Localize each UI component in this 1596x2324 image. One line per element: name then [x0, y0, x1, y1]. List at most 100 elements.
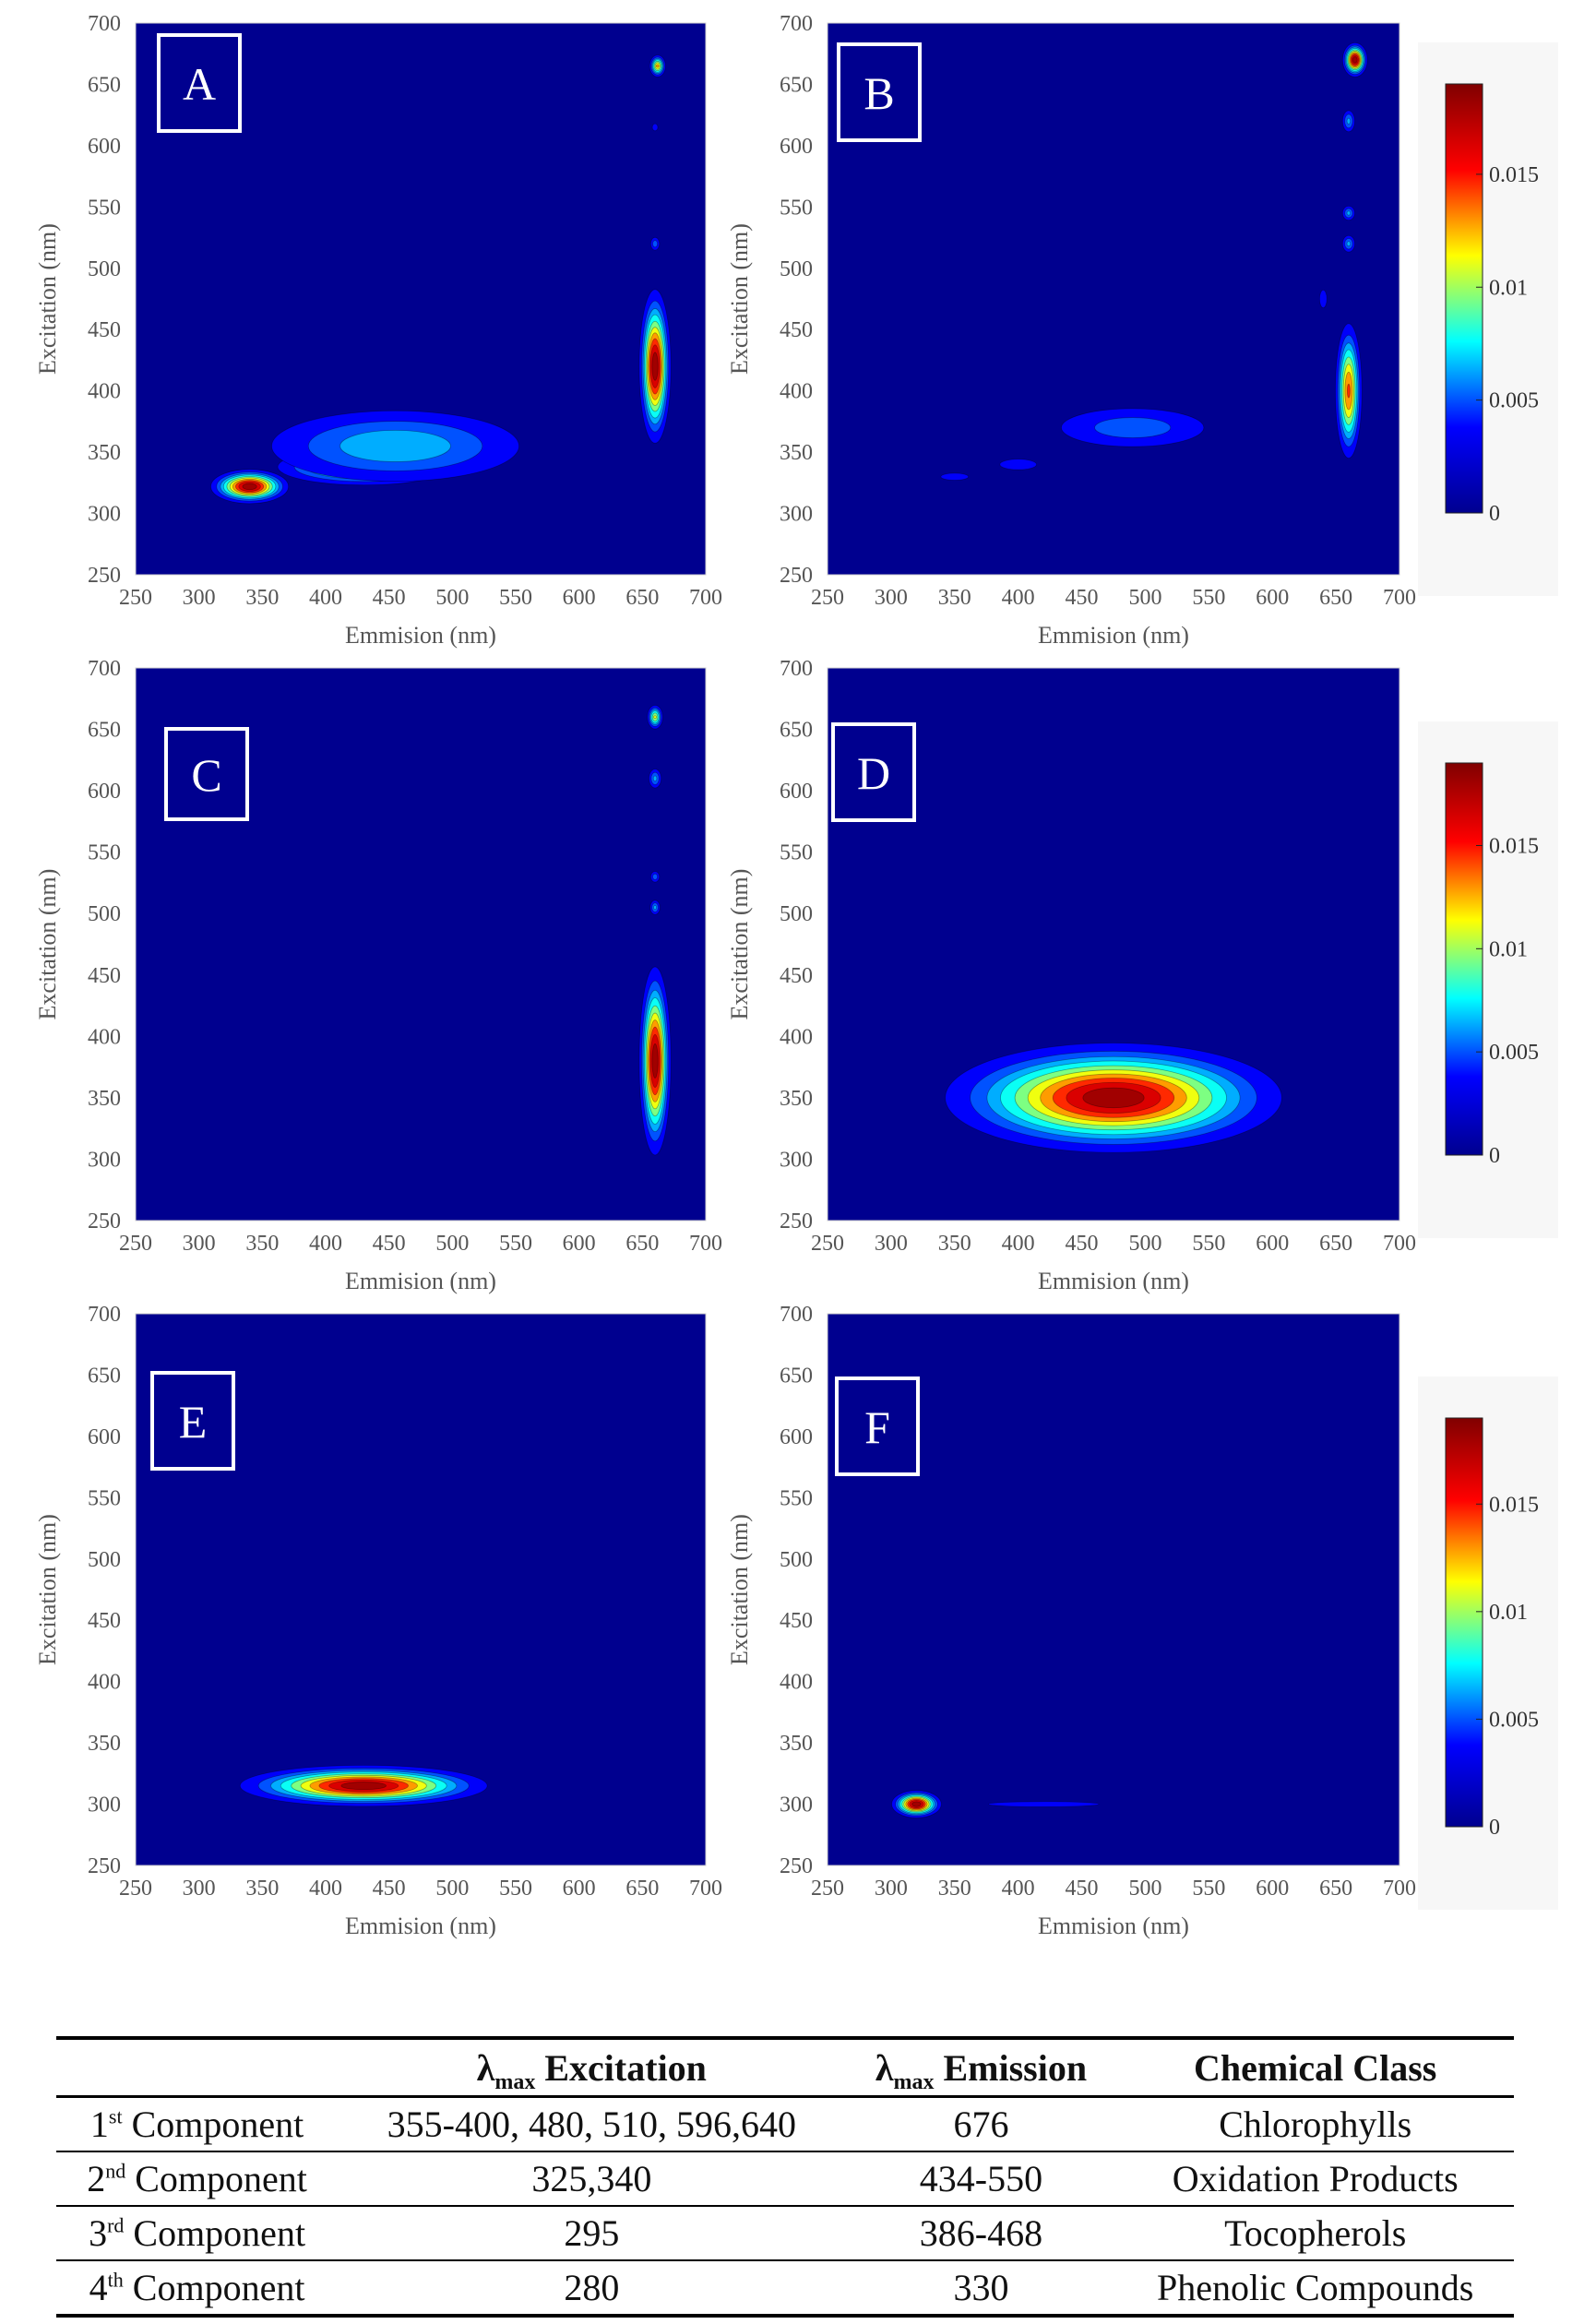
y-axis-label: Excitation (nm): [34, 869, 61, 1020]
x-tick-label: 450: [1066, 1877, 1099, 1901]
x-tick-label: 400: [1002, 586, 1035, 610]
eem-panel-e: 250 300 350 400 450 500 550 600 650 700 250 300 350 4…: [34, 1303, 722, 1939]
contour-level: [651, 123, 659, 132]
class-cell: Phenolic Compounds: [1157, 2267, 1474, 2308]
colorbar-tick-label: 0.015: [1489, 163, 1539, 187]
contour-layer: [239, 1765, 488, 1807]
y-tick-label: 700: [780, 12, 813, 36]
contour-level: [1082, 1087, 1145, 1109]
y-tick-label: 250: [780, 1210, 813, 1234]
y-tick-label: 300: [780, 503, 813, 527]
panel-label-box: [150, 1371, 235, 1471]
x-tick-label: 300: [183, 586, 216, 610]
x-axis-label: Emmision (nm): [1038, 1913, 1189, 1939]
colorbar-1: 0 0.005 0.01 0.015: [1418, 42, 1558, 596]
panel-label-box: [164, 727, 249, 821]
y-tick-label: 700: [780, 1303, 813, 1327]
x-tick-label: 500: [1128, 1877, 1161, 1901]
contour-level: [651, 1043, 659, 1079]
y-axis-label: Excitation (nm): [34, 1514, 61, 1665]
panel-label: E: [179, 1396, 208, 1448]
x-tick-label: 250: [119, 1877, 152, 1901]
y-tick-label: 350: [88, 441, 121, 465]
y-tick-label: 300: [88, 1794, 121, 1817]
x-tick-label: 250: [119, 586, 152, 610]
x-axis-label: Emmision (nm): [345, 1913, 496, 1939]
colorbar-tick-label: 0.01: [1489, 276, 1528, 300]
y-tick-label: 250: [88, 564, 121, 588]
x-axis-label: Emmision (nm): [345, 1268, 496, 1294]
y-tick-label: 300: [88, 503, 121, 527]
x-tick-label: 500: [435, 586, 469, 610]
x-tick-label: 650: [1319, 1232, 1352, 1256]
x-tick-label: 350: [938, 586, 971, 610]
contour-level: [999, 459, 1037, 471]
y-tick-label: 400: [780, 1671, 813, 1695]
emission-cell: 676: [953, 2104, 1009, 2145]
x-tick-label: 400: [1002, 1232, 1035, 1256]
colorbar-tick-label: 0.01: [1489, 1601, 1528, 1625]
contour-level: [652, 873, 658, 880]
y-tick-label: 400: [780, 380, 813, 404]
y-tick-label: 350: [780, 1732, 813, 1756]
contour-level: [340, 1782, 387, 1791]
y-tick-label: 500: [88, 902, 121, 926]
x-tick-label: 300: [183, 1232, 216, 1256]
contour-level: [652, 240, 658, 248]
y-tick-label: 700: [88, 1303, 121, 1327]
contour-layer: [940, 42, 1368, 481]
x-tick-label: 600: [1256, 586, 1289, 610]
plot-frame: [827, 667, 1400, 1222]
y-tick-label: 500: [780, 1548, 813, 1572]
x-tick-label: 300: [875, 1877, 908, 1901]
contour-layer: [638, 705, 672, 1156]
x-tick-label: 350: [245, 1232, 279, 1256]
y-tick-label: 600: [780, 135, 813, 159]
y-tick-label: 350: [780, 1087, 813, 1111]
x-tick-label: 700: [1383, 1877, 1416, 1901]
table-row: 1st Component 355-400, 480, 510, 596,640…: [56, 2097, 1514, 2151]
x-tick-label: 650: [1319, 586, 1352, 610]
plot-frame: [135, 22, 707, 576]
eem-panel-c: 250 300 350 400 450 500 550 600 650 700 250 300 350 4…: [34, 657, 722, 1294]
eem-panels-svg: 250 300 350 400 450 500 550 600 650 700 250 300 350 4…: [34, 12, 1558, 1939]
colorbar-tick-label: 0: [1489, 502, 1500, 526]
x-tick-label: 450: [1066, 586, 1099, 610]
x-tick-label: 400: [309, 1877, 342, 1901]
y-axis-label: Excitation (nm): [726, 1514, 753, 1665]
table-row: 3rd Component 295 386-468 Tocopherols: [56, 2206, 1514, 2260]
x-tick-label: 600: [563, 586, 596, 610]
header-excitation: λmax Excitation: [476, 2046, 707, 2094]
x-tick-label: 700: [689, 1877, 722, 1901]
x-tick-label: 500: [435, 1232, 469, 1256]
y-tick-label: 450: [780, 1609, 813, 1633]
panel-label-box: [837, 42, 922, 142]
excitation-cell: 280: [564, 2267, 620, 2308]
plot-frame: [827, 1313, 1400, 1866]
y-tick-label: 400: [88, 1025, 121, 1049]
y-tick-label: 550: [780, 841, 813, 865]
x-tick-label: 300: [875, 586, 908, 610]
table-row: 2nd Component 325,340 434-550 Oxidation …: [56, 2151, 1514, 2206]
contour-level: [655, 64, 660, 68]
x-axis-label: Emmision (nm): [1038, 622, 1189, 649]
y-tick-label: 550: [88, 841, 121, 865]
y-tick-label: 500: [88, 257, 121, 281]
colorbar-gradient: [1445, 762, 1483, 1156]
colorbar-panel: [1418, 721, 1558, 1238]
y-tick-label: 250: [780, 1854, 813, 1878]
contour-layer: [891, 1790, 1100, 1818]
colorbar-gradient: [1445, 1417, 1483, 1828]
y-tick-label: 400: [780, 1025, 813, 1049]
y-tick-label: 350: [88, 1732, 121, 1756]
header-blank: [56, 2038, 338, 2097]
panel-label: D: [857, 747, 890, 799]
class-cell: Tocopherols: [1224, 2212, 1407, 2254]
y-axis-label: Excitation (nm): [34, 223, 61, 375]
y-tick-label: 650: [780, 719, 813, 743]
table-header-row: λmax Excitation λmax Emission Chemical C…: [56, 2038, 1514, 2097]
y-tick-label: 550: [780, 196, 813, 220]
x-tick-label: 350: [245, 1877, 279, 1901]
plot-background: [828, 1314, 1399, 1865]
colorbar-3: 0 0.005 0.01 0.015: [1418, 1377, 1558, 1910]
